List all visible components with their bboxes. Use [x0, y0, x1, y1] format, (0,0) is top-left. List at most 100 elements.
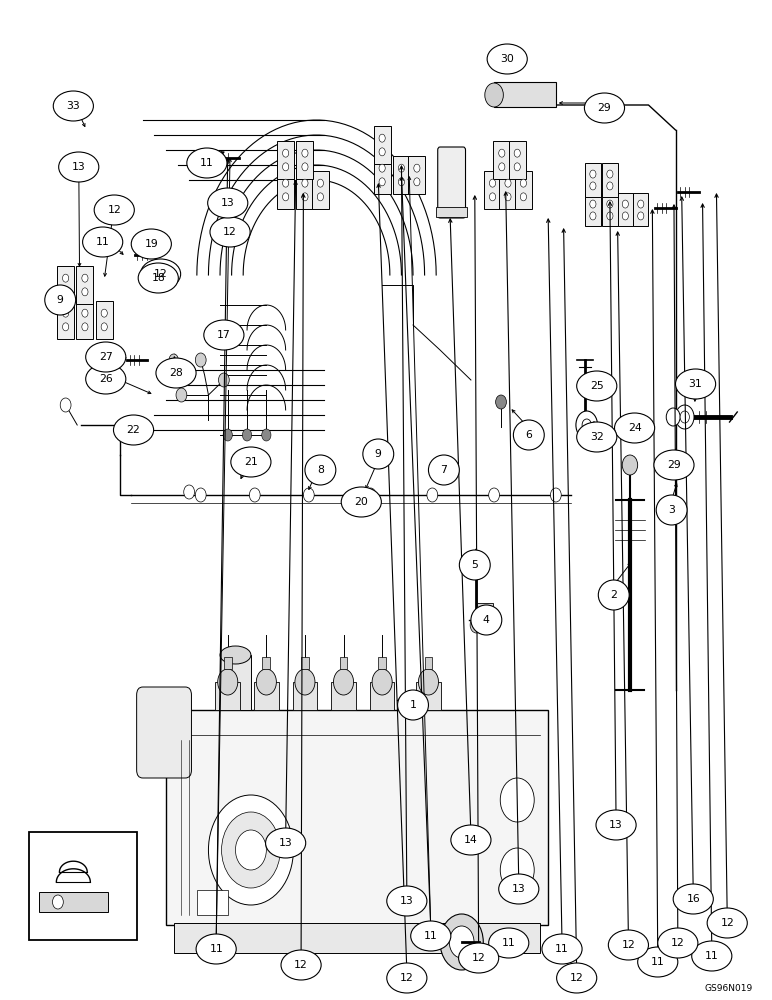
Circle shape [249, 488, 260, 502]
Bar [581, 434, 593, 444]
Bar [509, 141, 526, 179]
Circle shape [303, 488, 314, 502]
Text: 13: 13 [221, 198, 235, 208]
Circle shape [638, 200, 644, 208]
Circle shape [317, 193, 323, 201]
Text: 13: 13 [609, 820, 623, 830]
Ellipse shape [638, 947, 678, 977]
Text: 28: 28 [169, 368, 183, 378]
Bar [39, 892, 108, 912]
Text: 16: 16 [686, 894, 700, 904]
Circle shape [256, 669, 276, 695]
Ellipse shape [542, 934, 582, 964]
Circle shape [470, 617, 482, 633]
Bar [515, 171, 532, 209]
Text: 6: 6 [526, 430, 532, 440]
Text: 20: 20 [354, 497, 368, 507]
Circle shape [414, 178, 420, 186]
Text: 27: 27 [99, 352, 113, 362]
Text: 1: 1 [410, 700, 416, 710]
Text: 30: 30 [500, 54, 514, 64]
Ellipse shape [204, 320, 244, 350]
Text: 25: 25 [590, 381, 604, 391]
Bar [296, 141, 313, 179]
Text: 11: 11 [200, 158, 214, 168]
Bar [416, 682, 441, 710]
Text: 12: 12 [400, 973, 414, 983]
Circle shape [195, 488, 206, 502]
Text: 32: 32 [590, 432, 604, 442]
Bar [585, 163, 601, 196]
Bar [331, 682, 356, 710]
Ellipse shape [656, 495, 687, 525]
Circle shape [169, 354, 178, 366]
Circle shape [505, 193, 511, 201]
Circle shape [607, 182, 613, 190]
Bar [494, 82, 556, 107]
Text: 18: 18 [151, 273, 165, 283]
Ellipse shape [113, 415, 154, 445]
Bar [277, 141, 294, 179]
Text: 11: 11 [651, 957, 665, 967]
Ellipse shape [59, 152, 99, 182]
Circle shape [449, 926, 474, 958]
Circle shape [184, 485, 195, 499]
Ellipse shape [94, 195, 134, 225]
Ellipse shape [598, 580, 629, 610]
Text: 11: 11 [502, 938, 516, 948]
Ellipse shape [692, 941, 732, 971]
Text: 4: 4 [483, 615, 489, 625]
FancyBboxPatch shape [137, 687, 191, 778]
Ellipse shape [210, 217, 250, 247]
Text: 29: 29 [667, 460, 681, 470]
Circle shape [398, 178, 405, 186]
FancyBboxPatch shape [438, 147, 466, 218]
Bar [224, 657, 232, 669]
Ellipse shape [45, 285, 76, 315]
Text: 12: 12 [223, 227, 237, 237]
Text: 12: 12 [472, 953, 486, 963]
Circle shape [195, 353, 206, 367]
Circle shape [500, 848, 534, 892]
Text: 11: 11 [96, 237, 110, 247]
Bar [585, 193, 601, 226]
Circle shape [489, 193, 496, 201]
Ellipse shape [231, 447, 271, 477]
Circle shape [414, 164, 420, 172]
Text: 12: 12 [720, 918, 734, 928]
Circle shape [520, 179, 527, 187]
Circle shape [550, 488, 561, 502]
Ellipse shape [196, 934, 236, 964]
Bar [378, 657, 386, 669]
Ellipse shape [471, 605, 502, 635]
Circle shape [283, 149, 289, 157]
Bar [499, 171, 516, 209]
Ellipse shape [208, 188, 248, 218]
Circle shape [208, 795, 293, 905]
Text: 7: 7 [441, 465, 447, 475]
Ellipse shape [707, 908, 747, 938]
Ellipse shape [363, 439, 394, 469]
Text: 19: 19 [144, 239, 158, 249]
Circle shape [485, 83, 503, 107]
Circle shape [82, 323, 88, 331]
Text: 13: 13 [400, 896, 414, 906]
Ellipse shape [387, 963, 427, 993]
Bar [96, 301, 113, 339]
Bar [76, 266, 93, 304]
Ellipse shape [608, 930, 648, 960]
Bar [296, 171, 313, 209]
Text: 11: 11 [424, 931, 438, 941]
Circle shape [63, 323, 69, 331]
Text: 12: 12 [154, 269, 168, 279]
Bar [633, 193, 648, 226]
Text: 3: 3 [669, 505, 675, 515]
Bar [425, 657, 432, 669]
Bar [254, 682, 279, 710]
Bar [312, 171, 329, 209]
Ellipse shape [658, 928, 698, 958]
Bar [602, 163, 618, 196]
Circle shape [302, 193, 308, 201]
Circle shape [295, 669, 315, 695]
Bar [166, 710, 548, 925]
